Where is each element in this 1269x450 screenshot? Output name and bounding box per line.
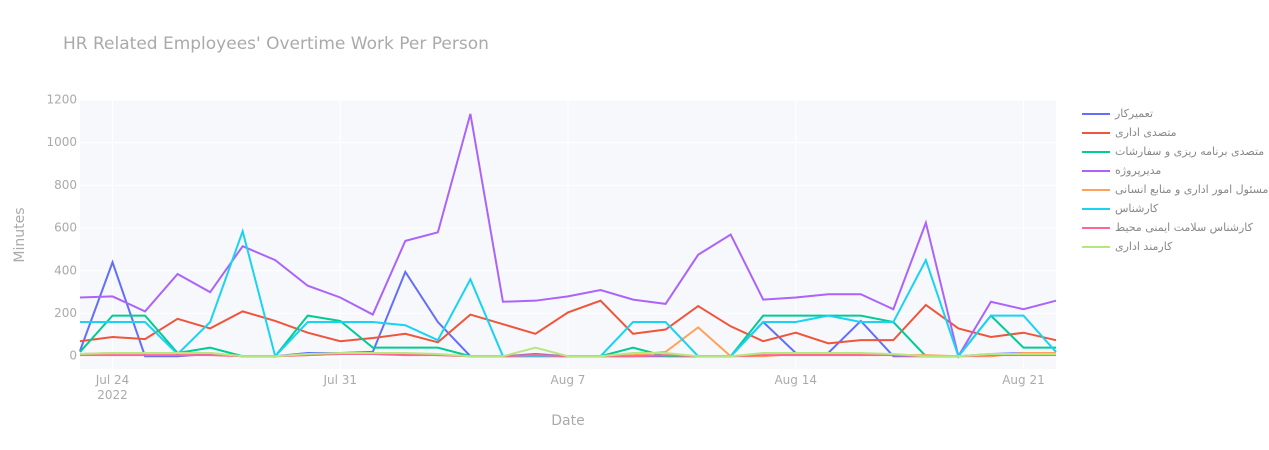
x-tick-label: Jul 24 2022: [95, 373, 130, 402]
y-tick-label: 800: [54, 178, 77, 192]
x-tick-label: Aug 14: [774, 373, 817, 387]
lines: [79, 113, 1057, 359]
x-axis-title: Date: [551, 413, 584, 429]
legend-label[interactable]: مدیرپروژه: [1115, 164, 1161, 177]
series-line: [79, 299, 1057, 345]
legend-label[interactable]: متصدی برنامه ریزی و سفارشات: [1115, 145, 1264, 158]
legend-label[interactable]: کارشناس: [1115, 202, 1159, 215]
legend: تعمیرکار متصدی اداری متصدی برنامه ریزی و س…: [1082, 107, 1268, 253]
x-tick-label: Aug 21: [1002, 373, 1045, 387]
series-line: [79, 113, 1057, 359]
legend-label[interactable]: متصدی اداری: [1115, 126, 1177, 139]
x-tick-label: Jul 31: [322, 373, 357, 387]
y-tick-label: 0: [69, 349, 77, 363]
series-line: [79, 346, 1056, 358]
y-tick-label: 1000: [46, 135, 77, 149]
y-tick-label: 600: [54, 221, 77, 235]
y-tick-label: 1200: [46, 93, 77, 107]
y-tick-label: 200: [54, 306, 77, 320]
legend-label[interactable]: کارشناس سلامت ایمنی محیط: [1115, 221, 1254, 234]
chart-title: HR Related Employees' Overtime Work Per …: [63, 34, 489, 54]
y-axis-title: Minutes: [12, 207, 28, 262]
x-tick-label: Aug 7: [551, 373, 586, 387]
legend-label[interactable]: تعمیرکار: [1114, 107, 1153, 120]
y-tick-label: 400: [54, 263, 77, 277]
grid: 0 200 400 600 800 1000 1200 Jul 24 2022 Jul 31 Aug…: [46, 93, 1056, 402]
legend-label[interactable]: مسئول امور اداری و منابع انسانی: [1115, 183, 1268, 196]
legend-label[interactable]: کارمند اداری: [1115, 240, 1173, 253]
